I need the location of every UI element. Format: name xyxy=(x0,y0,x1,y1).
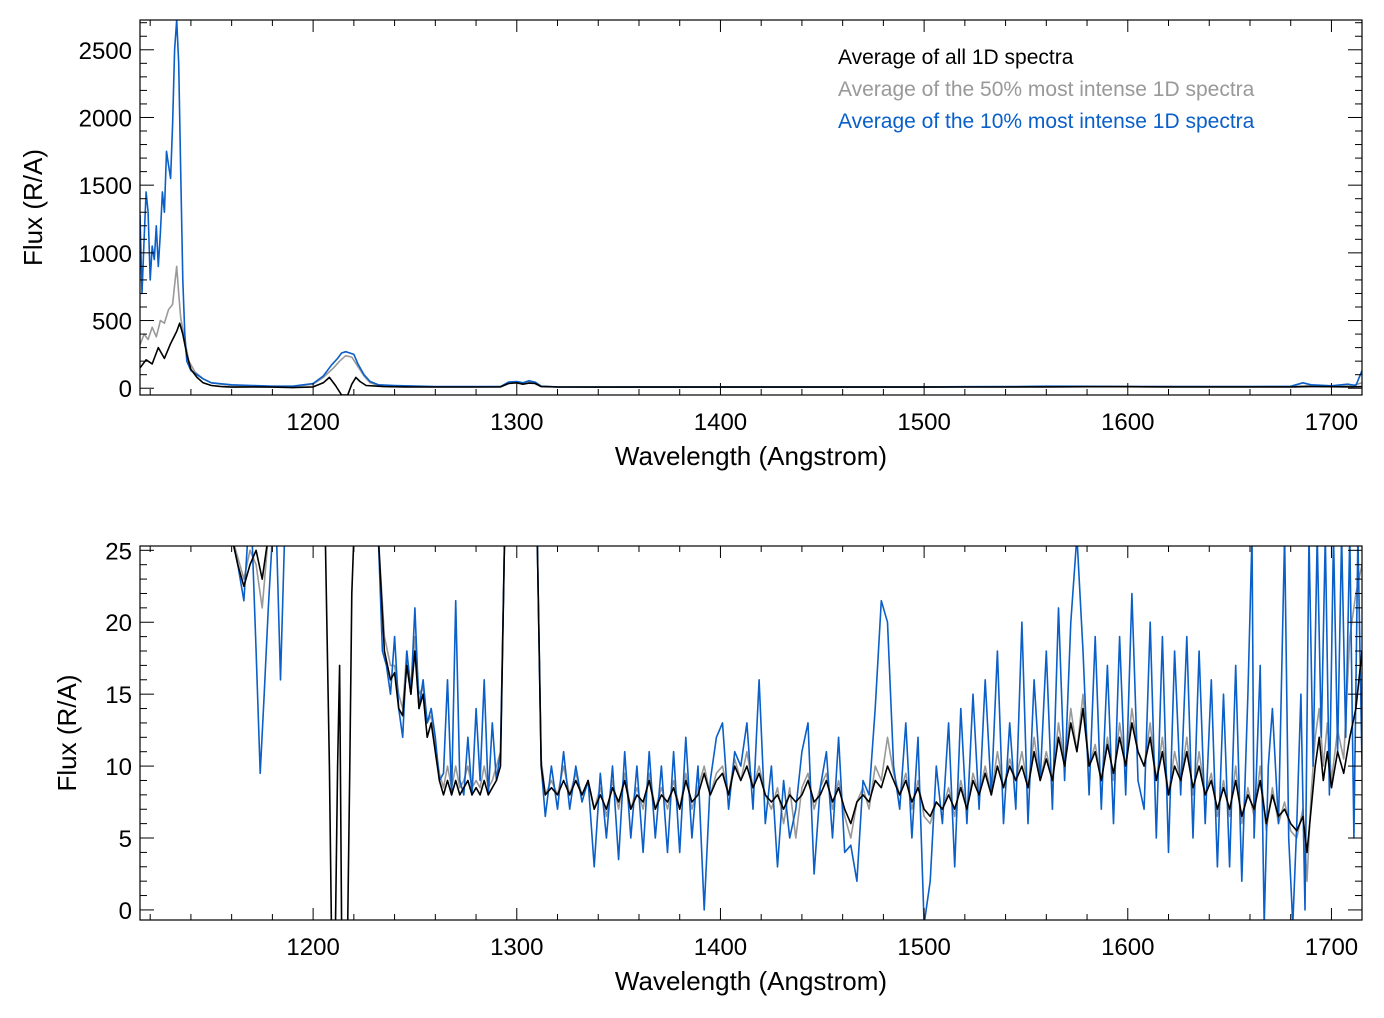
bottom-x-tick-label: 1200 xyxy=(286,934,339,961)
top-series-all xyxy=(140,322,1362,395)
legend-entry-10pct: Average of the 10% most intense 1D spect… xyxy=(838,110,1255,133)
top-y-tick-label: 1500 xyxy=(79,173,132,200)
top-x-tick-label: 1700 xyxy=(1305,409,1358,436)
bottom-x-tick-label: 1400 xyxy=(694,934,747,961)
top-x-tick-label: 1400 xyxy=(694,409,747,436)
top-x-tick-label: 1200 xyxy=(286,409,339,436)
bottom-x-tick-label: 1500 xyxy=(897,934,950,961)
bottom-series-all xyxy=(232,546,1362,920)
bottom-series-p50 xyxy=(233,546,1362,882)
bottom-y-tick-label: 10 xyxy=(105,754,132,781)
top-y-tick-label: 1000 xyxy=(79,241,132,268)
bottom-y-tick-label: 20 xyxy=(105,610,132,637)
legend-entry-50pct: Average of the 50% most intense 1D spect… xyxy=(838,78,1255,101)
bottom-series-p10 xyxy=(232,546,1362,920)
top-x-tick-label: 1500 xyxy=(897,409,950,436)
top-x-tick-label: 1600 xyxy=(1101,409,1154,436)
top-plot-frame xyxy=(139,19,1363,396)
bottom-y-tick-label: 25 xyxy=(105,538,132,565)
top-x-tick-label: 1300 xyxy=(490,409,543,436)
bottom-x-tick-label: 1300 xyxy=(490,934,543,961)
bottom-plot-frame xyxy=(139,545,1363,921)
top-y-tick-label: 2500 xyxy=(79,38,132,65)
top-y-tick-label: 0 xyxy=(119,376,132,403)
top-y-axis-label: Flux (R/A) xyxy=(18,149,48,266)
legend: Average of all 1D spectra Average of the… xyxy=(838,46,1255,133)
bottom-x-axis-label: Wavelength (Angstrom) xyxy=(615,966,887,996)
bottom-x-tick-label: 1600 xyxy=(1101,934,1154,961)
bottom-x-tick-label: 1700 xyxy=(1305,934,1358,961)
top-x-axis-label: Wavelength (Angstrom) xyxy=(615,441,887,471)
top-panel: 1200 1300 1400 1500 1600 1700 0 500 1000 1500 2000… xyxy=(18,19,1363,471)
top-series-p50 xyxy=(140,265,1362,388)
bottom-y-tick-label: 0 xyxy=(119,898,132,925)
bottom-y-tick-label: 15 xyxy=(105,682,132,709)
top-series-p10 xyxy=(140,20,1362,388)
top-y-tick-label: 500 xyxy=(92,309,132,336)
bottom-panel: 1200 1300 1400 1500 1600 1700 0 5 10 15 20 25 Wavele… xyxy=(52,538,1363,996)
legend-entry-all: Average of all 1D spectra xyxy=(838,46,1074,69)
bottom-y-axis-label: Flux (R/A) xyxy=(52,675,82,792)
top-y-tick-label: 2000 xyxy=(79,105,132,132)
bottom-y-tick-label: 5 xyxy=(119,826,132,853)
